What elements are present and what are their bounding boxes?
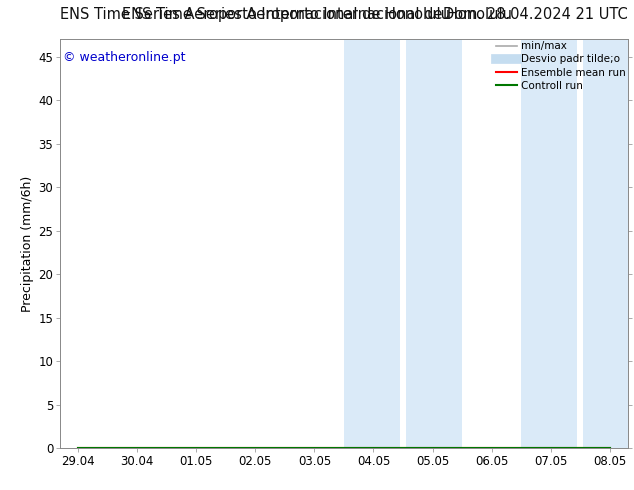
Bar [583,39,628,448]
Text: ENS Time Series Aeroporto Internacional de Honolulu: ENS Time Series Aeroporto Internacional … [60,7,450,23]
Text: ENS Time Series Aeroporto Internacional de Honolulu: ENS Time Series Aeroporto Internacional … [122,7,512,23]
Y-axis label: Precipitation (mm/6h): Precipitation (mm/6h) [22,175,34,312]
Bar [521,39,578,448]
Text: © weatheronline.pt: © weatheronline.pt [63,51,186,65]
Bar [406,39,462,448]
Bar [344,39,400,448]
Legend: min/max, Desvio padr tilde;o, Ensemble mean run, Controll run: min/max, Desvio padr tilde;o, Ensemble m… [496,41,626,91]
Text: Dom. 28.04.2024 21 UTC: Dom. 28.04.2024 21 UTC [443,7,628,23]
